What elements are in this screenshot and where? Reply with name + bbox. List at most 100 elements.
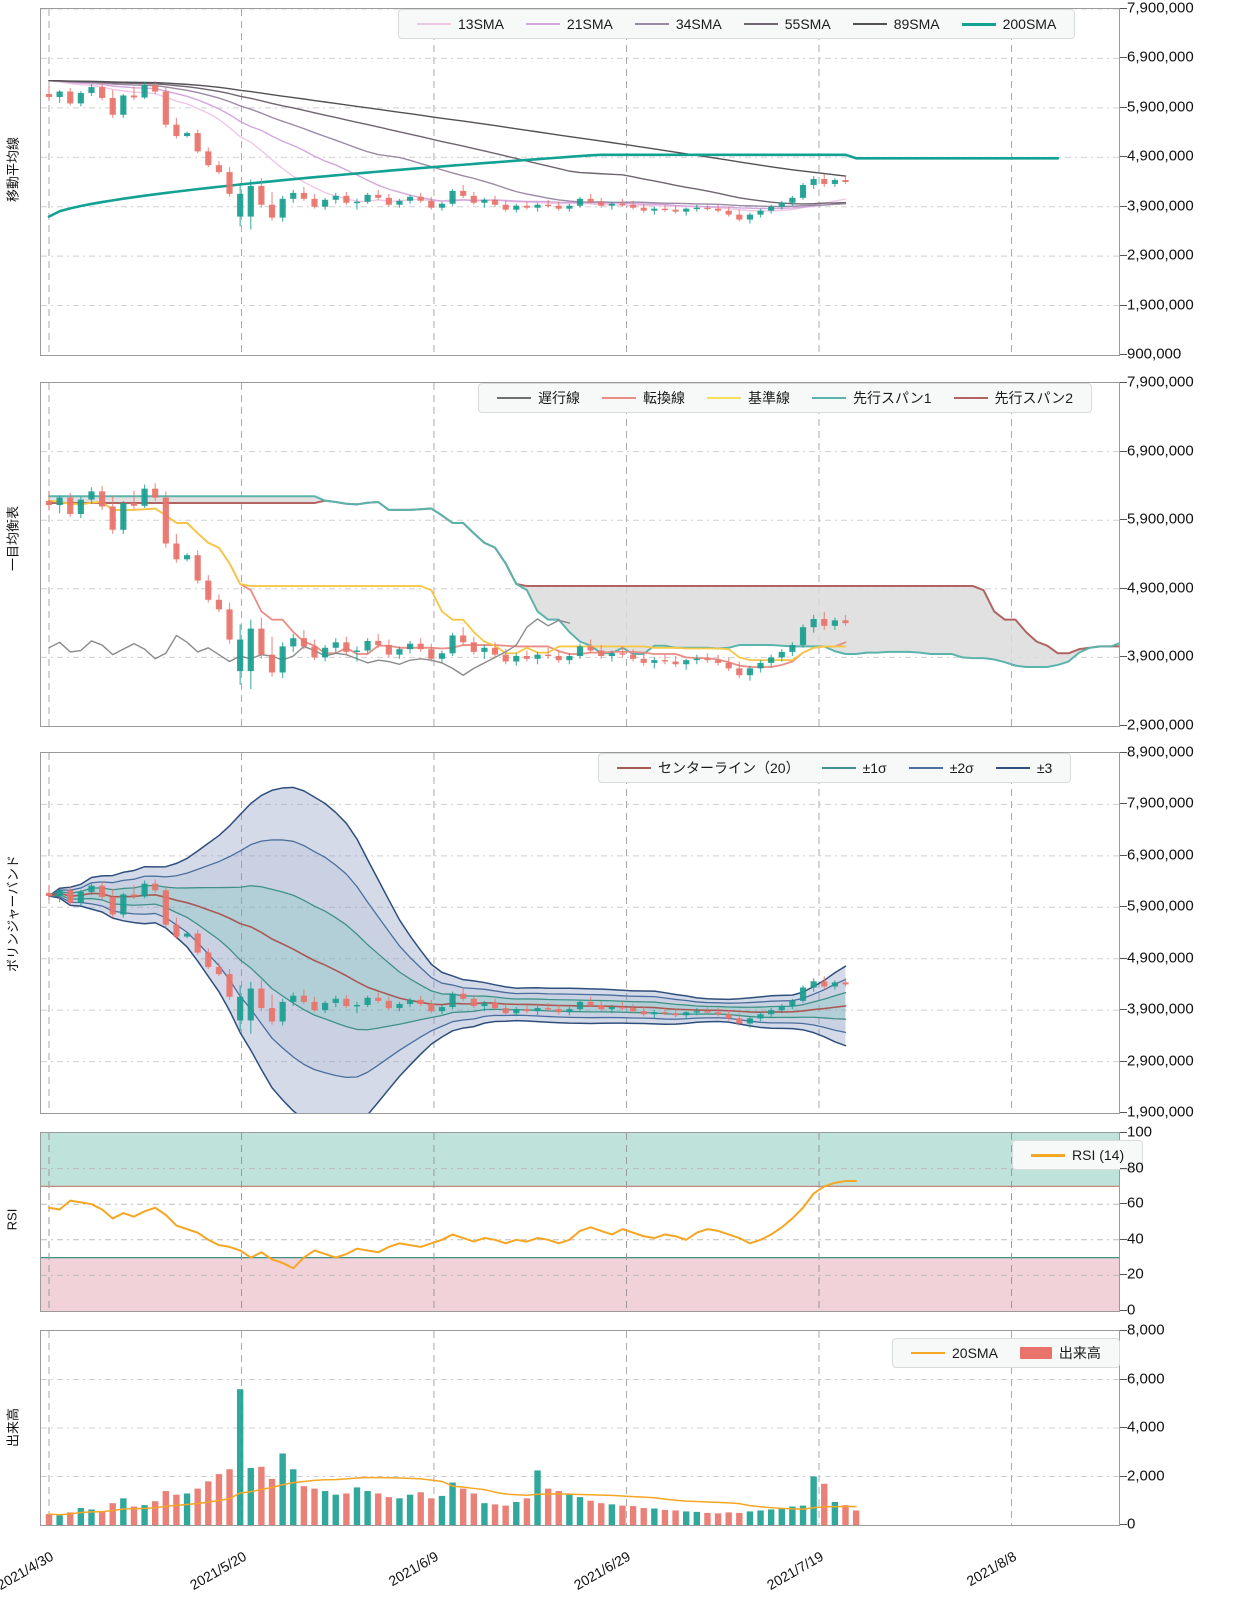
- panel-moving-average: 移動平均線 13SMA 21SMA 34SMA 55SMA 89SMA: [0, 0, 1238, 372]
- panel-title-volume: 出来高: [5, 1408, 21, 1448]
- y-axis-tick-label: 2,900,000: [1127, 246, 1194, 264]
- y-axis-tick-label: 8,000: [1127, 1321, 1165, 1339]
- legend-label-55sma: 55SMA: [784, 16, 831, 32]
- legend-item-34sma[interactable]: 34SMA: [624, 16, 733, 32]
- legend-item-chikou[interactable]: 遅行線: [486, 388, 591, 408]
- y-axis-tick: [1120, 752, 1127, 753]
- legend-item-sigma3[interactable]: ±3: [985, 760, 1063, 776]
- legend-swatch-34sma: [634, 23, 669, 25]
- y-axis-tick-label: 4,000: [1127, 1418, 1165, 1436]
- y-axis-tick-label: 7,900,000: [1127, 794, 1194, 812]
- legend-swatch-kijun: [707, 397, 741, 399]
- y-axis-tick-label: 900,000: [1127, 345, 1182, 363]
- panel-title-rsi: RSI: [4, 1208, 20, 1231]
- legend-item-89sma[interactable]: 89SMA: [842, 16, 951, 32]
- y-axis-tick: [1120, 1238, 1127, 1240]
- legend-item-senkou2[interactable]: 先行スパン2: [943, 388, 1085, 408]
- y-axis-tick-label: 1,900,000: [1127, 296, 1194, 314]
- legend-item-13sma[interactable]: 13SMA: [406, 16, 515, 32]
- panel-volume: 出来高 20SMA 出来高: [0, 1322, 1238, 1542]
- legend-item-volume-sma[interactable]: 20SMA: [900, 1345, 1009, 1361]
- y-axis-tick: [1120, 906, 1127, 908]
- panel-bollinger: ボリンジャーバンド センターライン（20） ±1σ ±2σ ±3: [0, 744, 1238, 1122]
- x-axis-tick-label: 2021/4/30: [0, 1548, 56, 1594]
- legend-label-tenkan: 転換線: [643, 390, 685, 406]
- y-axis-tick: [1120, 1524, 1127, 1525]
- y-axis-tick: [1120, 1132, 1127, 1133]
- y-axis-tick-label: 7,900,000: [1127, 373, 1194, 391]
- y-axis-tick: [1120, 304, 1127, 306]
- y-axis-tick-label: 5,900,000: [1127, 897, 1194, 915]
- legend-swatch-89sma: [852, 23, 887, 25]
- legend-item-rsi[interactable]: RSI (14): [1020, 1147, 1135, 1163]
- legend-item-sigma1[interactable]: ±1σ: [811, 760, 898, 776]
- legend-item-senkou1[interactable]: 先行スパン1: [801, 388, 943, 408]
- y-axis-tick: [1120, 1427, 1127, 1428]
- y-axis-tick-label: 40: [1127, 1230, 1144, 1248]
- legend-swatch-sigma3: [995, 767, 1030, 769]
- y-axis-tick-label: 5,900,000: [1127, 510, 1194, 528]
- y-axis-tick: [1120, 519, 1127, 521]
- legend-label-13sma: 13SMA: [458, 16, 504, 32]
- legend-swatch-55sma: [743, 23, 778, 25]
- y-axis-tick: [1120, 1203, 1127, 1205]
- legend-swatch-tenkan: [602, 397, 636, 399]
- legend-swatch-volume: [1019, 1347, 1052, 1359]
- plot-area-moving-average: [40, 8, 1120, 356]
- legend-item-21sma[interactable]: 21SMA: [515, 16, 624, 32]
- y-axis-tick: [1120, 1475, 1127, 1477]
- y-axis-tick-label: 4,900,000: [1127, 579, 1194, 597]
- y-axis-tick: [1120, 1060, 1127, 1062]
- y-axis-tick: [1120, 1274, 1127, 1276]
- legend-swatch-chikou: [497, 397, 531, 399]
- y-axis-tick: [1120, 205, 1127, 207]
- legend-rsi: RSI (14): [1012, 1140, 1144, 1170]
- legend-label-kijun: 基準線: [748, 390, 790, 406]
- legend-item-centerline[interactable]: センターライン（20）: [606, 758, 811, 778]
- legend-item-sigma2[interactable]: ±2σ: [898, 760, 985, 776]
- legend-item-volume[interactable]: 出来高: [1009, 1343, 1112, 1363]
- y-axis-tick: [1120, 587, 1127, 589]
- panel-title-bollinger: ボリンジャーバンド: [5, 855, 21, 972]
- y-axis-tick-label: 80: [1127, 1159, 1144, 1177]
- y-axis-tick-label: 20: [1127, 1265, 1144, 1283]
- legend-swatch-senkou1: [812, 397, 846, 399]
- y-axis-tick-label: 7,900,000: [1127, 0, 1194, 17]
- y-axis-tick-label: 0: [1127, 1301, 1136, 1319]
- legend-label-89sma: 89SMA: [893, 16, 940, 32]
- legend-swatch-volume-sma: [911, 1352, 945, 1354]
- y-axis-tick-label: 60: [1127, 1194, 1144, 1212]
- y-axis-tick: [1120, 106, 1127, 108]
- legend-item-kijun[interactable]: 基準線: [696, 388, 801, 408]
- panel-title-moving-average: 移動平均線: [5, 137, 21, 203]
- legend-label-sigma2: ±2σ: [949, 760, 974, 776]
- legend-item-200sma[interactable]: 200SMA: [951, 16, 1068, 32]
- y-axis-tick: [1120, 1167, 1127, 1169]
- y-axis-tick-label: 2,900,000: [1127, 716, 1194, 734]
- y-axis-tick-label: 0: [1127, 1515, 1136, 1533]
- y-axis-tick-label: 2,000: [1127, 1467, 1165, 1484]
- legend-swatch-senkou2: [953, 397, 988, 399]
- y-axis-tick-label: 100: [1127, 1123, 1153, 1141]
- legend-label-200sma: 200SMA: [1002, 16, 1057, 32]
- legend-moving-average: 13SMA 21SMA 34SMA 55SMA 89SMA 200SMA: [398, 9, 1076, 39]
- y-axis-tick: [1120, 656, 1127, 658]
- legend-label-34sma: 34SMA: [675, 16, 722, 32]
- legend-item-55sma[interactable]: 55SMA: [733, 16, 842, 32]
- panel-title-ichimoku: 一目均衡表: [5, 506, 21, 572]
- y-axis-tick: [1120, 1378, 1127, 1380]
- y-axis-tick: [1120, 1330, 1127, 1331]
- legend-label-volume-sma: 20SMA: [952, 1345, 998, 1361]
- y-axis-tick-label: 6,900,000: [1127, 442, 1194, 460]
- y-axis-tick: [1120, 725, 1127, 726]
- y-axis-tick-label: 4,900,000: [1127, 949, 1194, 967]
- legend-label-chikou: 遅行線: [538, 390, 580, 406]
- legend-item-tenkan[interactable]: 転換線: [591, 388, 696, 408]
- panel-ichimoku: 一目均衡表 遅行線 転換線 基準線 先行スパン1 先行スパン2: [0, 374, 1238, 742]
- legend-label-sigma3: ±3: [1036, 760, 1053, 776]
- y-axis-tick-label: 3,900,000: [1127, 197, 1194, 215]
- y-axis-tick: [1120, 957, 1127, 959]
- y-axis-tick: [1120, 854, 1127, 856]
- plot-area-rsi: [40, 1132, 1120, 1312]
- legend-swatch-rsi: [1031, 1153, 1065, 1157]
